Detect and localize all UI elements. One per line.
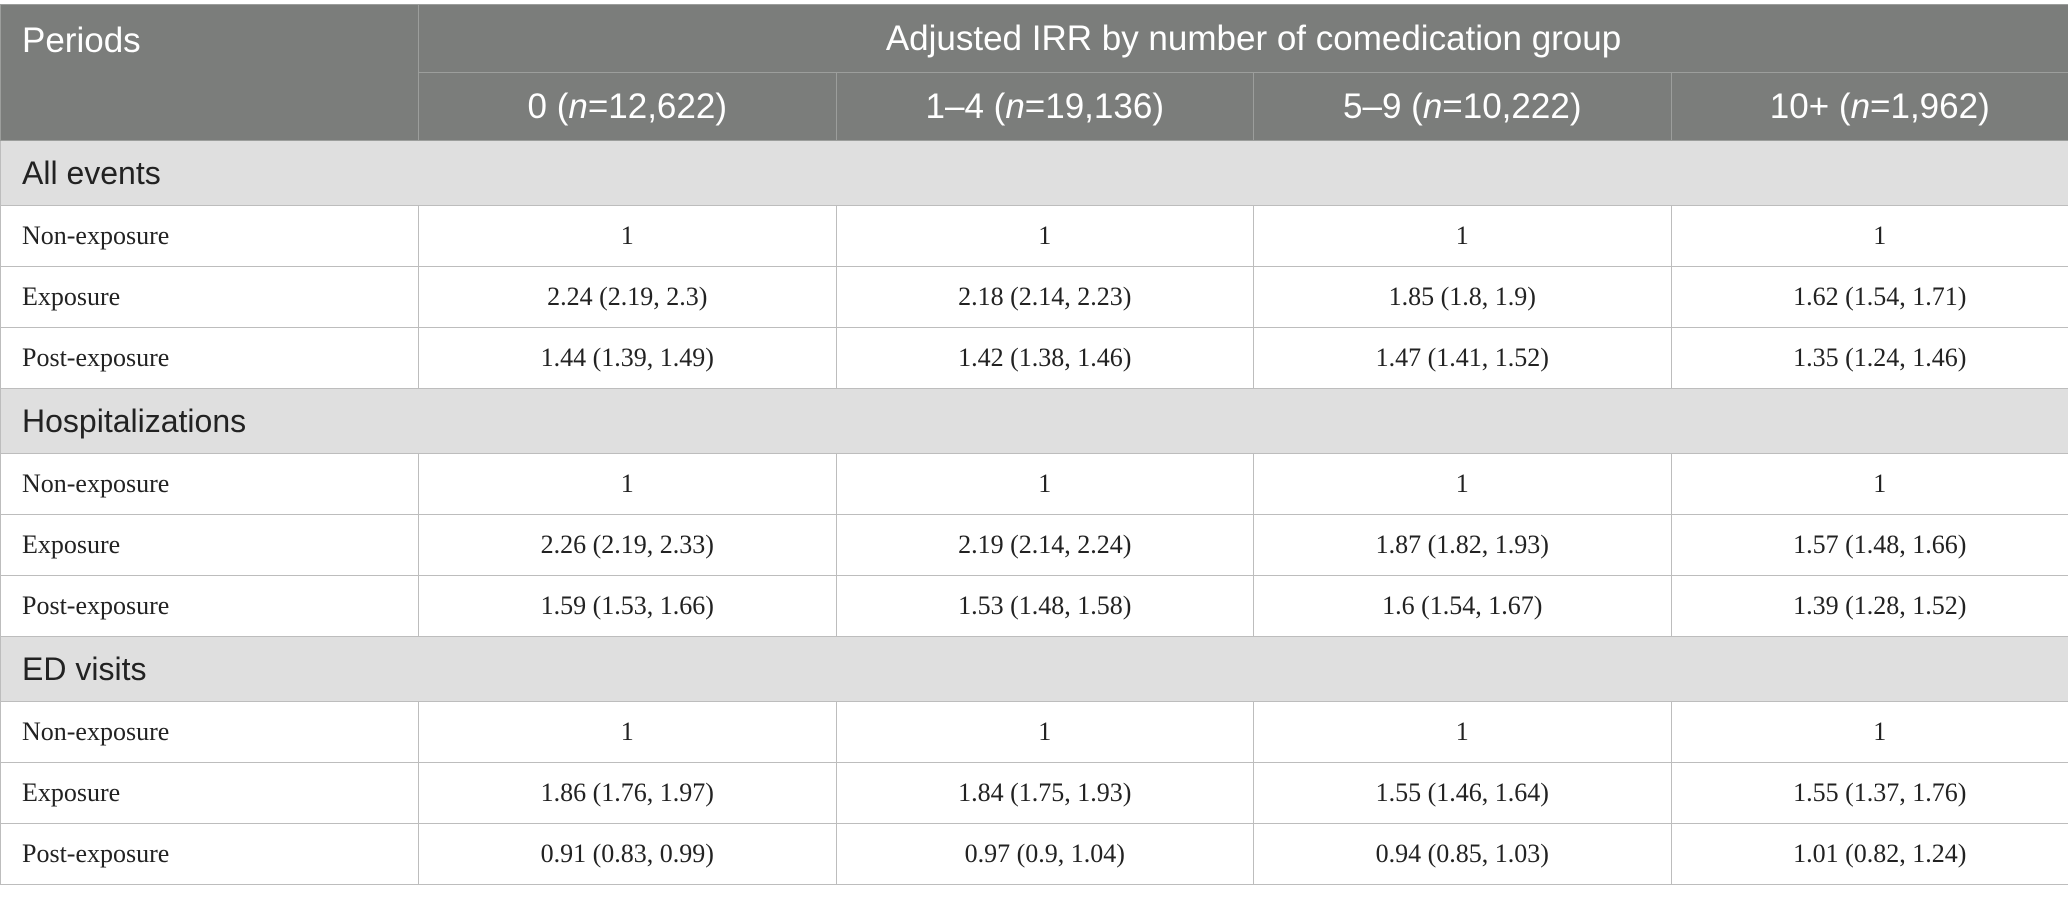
row-label: Non-exposure (0, 205, 419, 267)
table-cell: 1 (418, 453, 837, 515)
table-cell: 1.42 (1.38, 1.46) (835, 327, 1254, 389)
section-title: ED visits (0, 636, 2068, 702)
table-cell: 0.97 (0.9, 1.04) (835, 823, 1254, 885)
table-cell: 1.39 (1.28, 1.52) (1670, 575, 2068, 637)
row-label: Non-exposure (0, 701, 419, 763)
section-title: Hospitalizations (0, 388, 2068, 454)
group-header: 0 (n=12,622) (418, 72, 837, 141)
group-header: 5–9 (n=10,222) (1253, 72, 1672, 141)
table-row: Exposure 1.86 (1.76, 1.97) 1.84 (1.75, 1… (0, 762, 2068, 824)
table-row: Post-exposure 1.59 (1.53, 1.66) 1.53 (1.… (0, 575, 2068, 637)
section-title: All events (0, 140, 2068, 206)
row-label: Post-exposure (0, 575, 419, 637)
section-row: ED visits (0, 636, 2068, 702)
table-cell: 1 (1253, 701, 1672, 763)
table-cell: 1 (835, 701, 1254, 763)
table-cell: 1.53 (1.48, 1.58) (835, 575, 1254, 637)
row-label: Non-exposure (0, 453, 419, 515)
table-body: All events Non-exposure 1 1 1 1 Exposure… (0, 140, 2068, 885)
table-cell: 1.84 (1.75, 1.93) (835, 762, 1254, 824)
table-cell: 1.6 (1.54, 1.67) (1253, 575, 1672, 637)
row-label: Post-exposure (0, 327, 419, 389)
table-cell: 1.86 (1.76, 1.97) (418, 762, 837, 824)
table-cell: 1.87 (1.82, 1.93) (1253, 514, 1672, 576)
table-cell: 1.85 (1.8, 1.9) (1253, 266, 1672, 328)
irr-table: Periods Adjusted IRR by number of comedi… (0, 4, 2068, 885)
table-cell: 1 (418, 701, 837, 763)
table-cell: 1.35 (1.24, 1.46) (1670, 327, 2068, 389)
row-label: Exposure (0, 266, 419, 328)
table-row: Exposure 2.26 (2.19, 2.33) 2.19 (2.14, 2… (0, 514, 2068, 576)
group-span-header: Adjusted IRR by number of comedication g… (417, 4, 2068, 73)
group-header: 10+ (n=1,962) (1670, 72, 2068, 141)
table-cell: 1.59 (1.53, 1.66) (418, 575, 837, 637)
group-header: 1–4 (n=19,136) (835, 72, 1254, 141)
row-label: Post-exposure (0, 823, 419, 885)
table-cell: 1.62 (1.54, 1.71) (1670, 266, 2068, 328)
table-cell: 1 (1670, 701, 2068, 763)
table-cell: 2.26 (2.19, 2.33) (418, 514, 837, 576)
section-row: Hospitalizations (0, 388, 2068, 454)
table-cell: 1 (418, 205, 837, 267)
table-cell: 1 (835, 205, 1254, 267)
table-row: Non-exposure 1 1 1 1 (0, 701, 2068, 763)
table-row: Non-exposure 1 1 1 1 (0, 205, 2068, 267)
table-row: Exposure 2.24 (2.19, 2.3) 2.18 (2.14, 2.… (0, 266, 2068, 328)
table-row: Post-exposure 1.44 (1.39, 1.49) 1.42 (1.… (0, 327, 2068, 389)
table-cell: 1 (1670, 453, 2068, 515)
row-label: Exposure (0, 514, 419, 576)
table-row: Non-exposure 1 1 1 1 (0, 453, 2068, 515)
table-cell: 0.94 (0.85, 1.03) (1253, 823, 1672, 885)
table-cell: 1.44 (1.39, 1.49) (418, 327, 837, 389)
table-header: Periods Adjusted IRR by number of comedi… (0, 4, 2068, 141)
table-cell: 1 (1670, 205, 2068, 267)
table-row: Post-exposure 0.91 (0.83, 0.99) 0.97 (0.… (0, 823, 2068, 885)
table-cell: 1.55 (1.46, 1.64) (1253, 762, 1672, 824)
table-cell: 1.55 (1.37, 1.76) (1670, 762, 2068, 824)
table-cell: 1.57 (1.48, 1.66) (1670, 514, 2068, 576)
table-cell: 1 (835, 453, 1254, 515)
table-cell: 2.18 (2.14, 2.23) (835, 266, 1254, 328)
table-cell: 1.01 (0.82, 1.24) (1670, 823, 2068, 885)
table-cell: 2.24 (2.19, 2.3) (418, 266, 837, 328)
table-cell: 1 (1253, 453, 1672, 515)
section-row: All events (0, 140, 2068, 206)
table-cell: 0.91 (0.83, 0.99) (418, 823, 837, 885)
periods-header: Periods (0, 4, 419, 141)
table-cell: 1 (1253, 205, 1672, 267)
table-cell: 1.47 (1.41, 1.52) (1253, 327, 1672, 389)
row-label: Exposure (0, 762, 419, 824)
table-cell: 2.19 (2.14, 2.24) (835, 514, 1254, 576)
